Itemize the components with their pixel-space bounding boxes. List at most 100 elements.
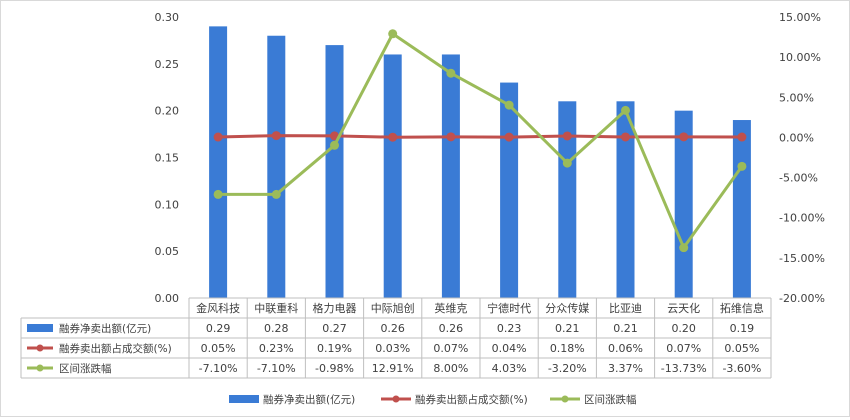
data-table: 金风科技 中联重科 格力电器 中际旭创 英维克 宁德时代 分众传媒 比亚迪 云天化 拓维信息融券净…	[20, 297, 772, 379]
y-left-tick-label: 0.10	[155, 198, 180, 211]
category-label: 金风科技	[196, 301, 240, 315]
table-value: 0.18%	[550, 342, 585, 355]
category-label: 云天化	[667, 301, 700, 315]
table-value: 0.19	[730, 322, 755, 335]
category-label: 分众传媒	[545, 302, 589, 315]
table-value: -7.10%	[257, 362, 296, 375]
y-right-tick-label: -5.00%	[779, 172, 818, 185]
table-value: 0.21	[555, 322, 580, 335]
bar	[674, 110, 693, 299]
change-point	[621, 105, 630, 115]
change-point	[504, 100, 514, 110]
table-series-name: 融券净卖出额(亿元)	[59, 322, 151, 335]
table-value: 0.26	[380, 322, 405, 335]
change-point	[271, 189, 281, 199]
table-value: -13.73%	[661, 362, 707, 375]
table-value: -3.20%	[548, 362, 587, 375]
legend-key-marker	[561, 395, 569, 403]
table-value: 0.21	[613, 322, 638, 335]
table-value: -7.10%	[199, 362, 238, 375]
table-key-marker	[36, 364, 44, 372]
table-value: 0.05%	[724, 342, 759, 355]
y-left-tick-label: 0.00	[155, 292, 180, 305]
axes: 0.00 0.05 0.10 0.15 0.20 0.25 0.30 15.00% 10.00%…	[155, 11, 825, 305]
legend-label: 区间涨跌幅	[584, 393, 637, 406]
bar	[558, 101, 577, 298]
table-value: 0.19%	[317, 342, 352, 355]
change-point	[330, 140, 339, 150]
y-left-tick-label: 0.30	[155, 11, 180, 24]
change-point	[737, 161, 747, 171]
category-label: 中联重科	[254, 301, 298, 315]
bar	[441, 54, 460, 298]
share-point	[388, 132, 398, 142]
legend-label: 融券卖出额占成交额(%)	[415, 393, 528, 406]
table-value: 0.23%	[259, 342, 294, 355]
table-series-name: 区间涨跌幅	[59, 362, 112, 375]
share-point	[271, 131, 281, 141]
change-point	[446, 68, 456, 78]
category-label: 宁德时代	[487, 301, 531, 315]
y-left-tick-label: 0.20	[155, 105, 180, 118]
bar-series	[209, 26, 751, 299]
bar	[209, 26, 228, 298]
category-label: 比亚迪	[609, 302, 642, 315]
category-label: 中际旭创	[371, 301, 415, 315]
table-value: 0.23	[497, 322, 522, 335]
table-value: 0.28	[264, 322, 289, 335]
bar	[616, 101, 635, 298]
category-label: 拓维信息	[720, 301, 764, 315]
table-value: 3.37%	[608, 362, 643, 375]
table-value: 8.00%	[433, 362, 468, 375]
table-value: 0.26	[439, 322, 464, 335]
table-value: 0.20	[671, 322, 696, 335]
y-right-tick-label: 10.00%	[779, 51, 821, 64]
table-key-bar	[27, 324, 53, 332]
y-right-tick-label: -10.00%	[779, 212, 825, 225]
table-value: 0.27	[322, 322, 347, 335]
bar	[267, 35, 286, 298]
table-key-marker	[36, 344, 44, 352]
y-right-tick-label: -15.00%	[779, 252, 825, 265]
category-label: 格力电器	[313, 301, 357, 315]
change-line	[218, 32, 744, 250]
share-point	[213, 132, 223, 142]
y-right-tick-label: 0.00%	[779, 131, 814, 144]
table-value: 0.03%	[375, 342, 410, 355]
share-point	[679, 132, 689, 142]
y-left-tick-label: 0.25	[155, 58, 180, 71]
share-line	[218, 134, 742, 139]
share-point	[737, 132, 747, 142]
y-left-tick-label: 0.05	[155, 245, 180, 258]
y-right-tick-label: 5.00%	[779, 91, 814, 104]
share-point	[562, 131, 572, 141]
legend: 融券净卖出额(亿元) 融券卖出额占成交额(%) 区间涨跌幅	[229, 393, 637, 406]
table-value: 0.04%	[492, 342, 527, 355]
legend-label: 融券净卖出额(亿元)	[263, 393, 355, 406]
table-value: 4.03%	[492, 362, 527, 375]
table-value: -3.60%	[722, 362, 761, 375]
share-point	[446, 132, 456, 142]
bar	[732, 120, 751, 299]
share-point	[504, 132, 514, 142]
y-left-tick-label: 0.15	[155, 152, 180, 165]
table-value: 0.29	[206, 322, 231, 335]
bar	[325, 45, 344, 298]
table-value: -0.98%	[315, 362, 354, 375]
y-right-tick-label: 15.00%	[779, 11, 821, 24]
legend-key-bar	[229, 395, 259, 403]
change-point	[213, 189, 223, 199]
change-point	[388, 29, 398, 39]
table-series-name: 融券卖出额占成交额(%)	[59, 342, 172, 355]
table-value: 0.06%	[608, 342, 643, 355]
change-point	[562, 158, 572, 168]
table-value: 0.07%	[433, 342, 468, 355]
line-series	[213, 29, 747, 253]
change-point	[679, 243, 689, 253]
legend-key-marker	[392, 395, 400, 403]
bar	[383, 54, 402, 298]
category-label: 英维克	[434, 301, 467, 315]
table-value: 0.05%	[201, 342, 236, 355]
